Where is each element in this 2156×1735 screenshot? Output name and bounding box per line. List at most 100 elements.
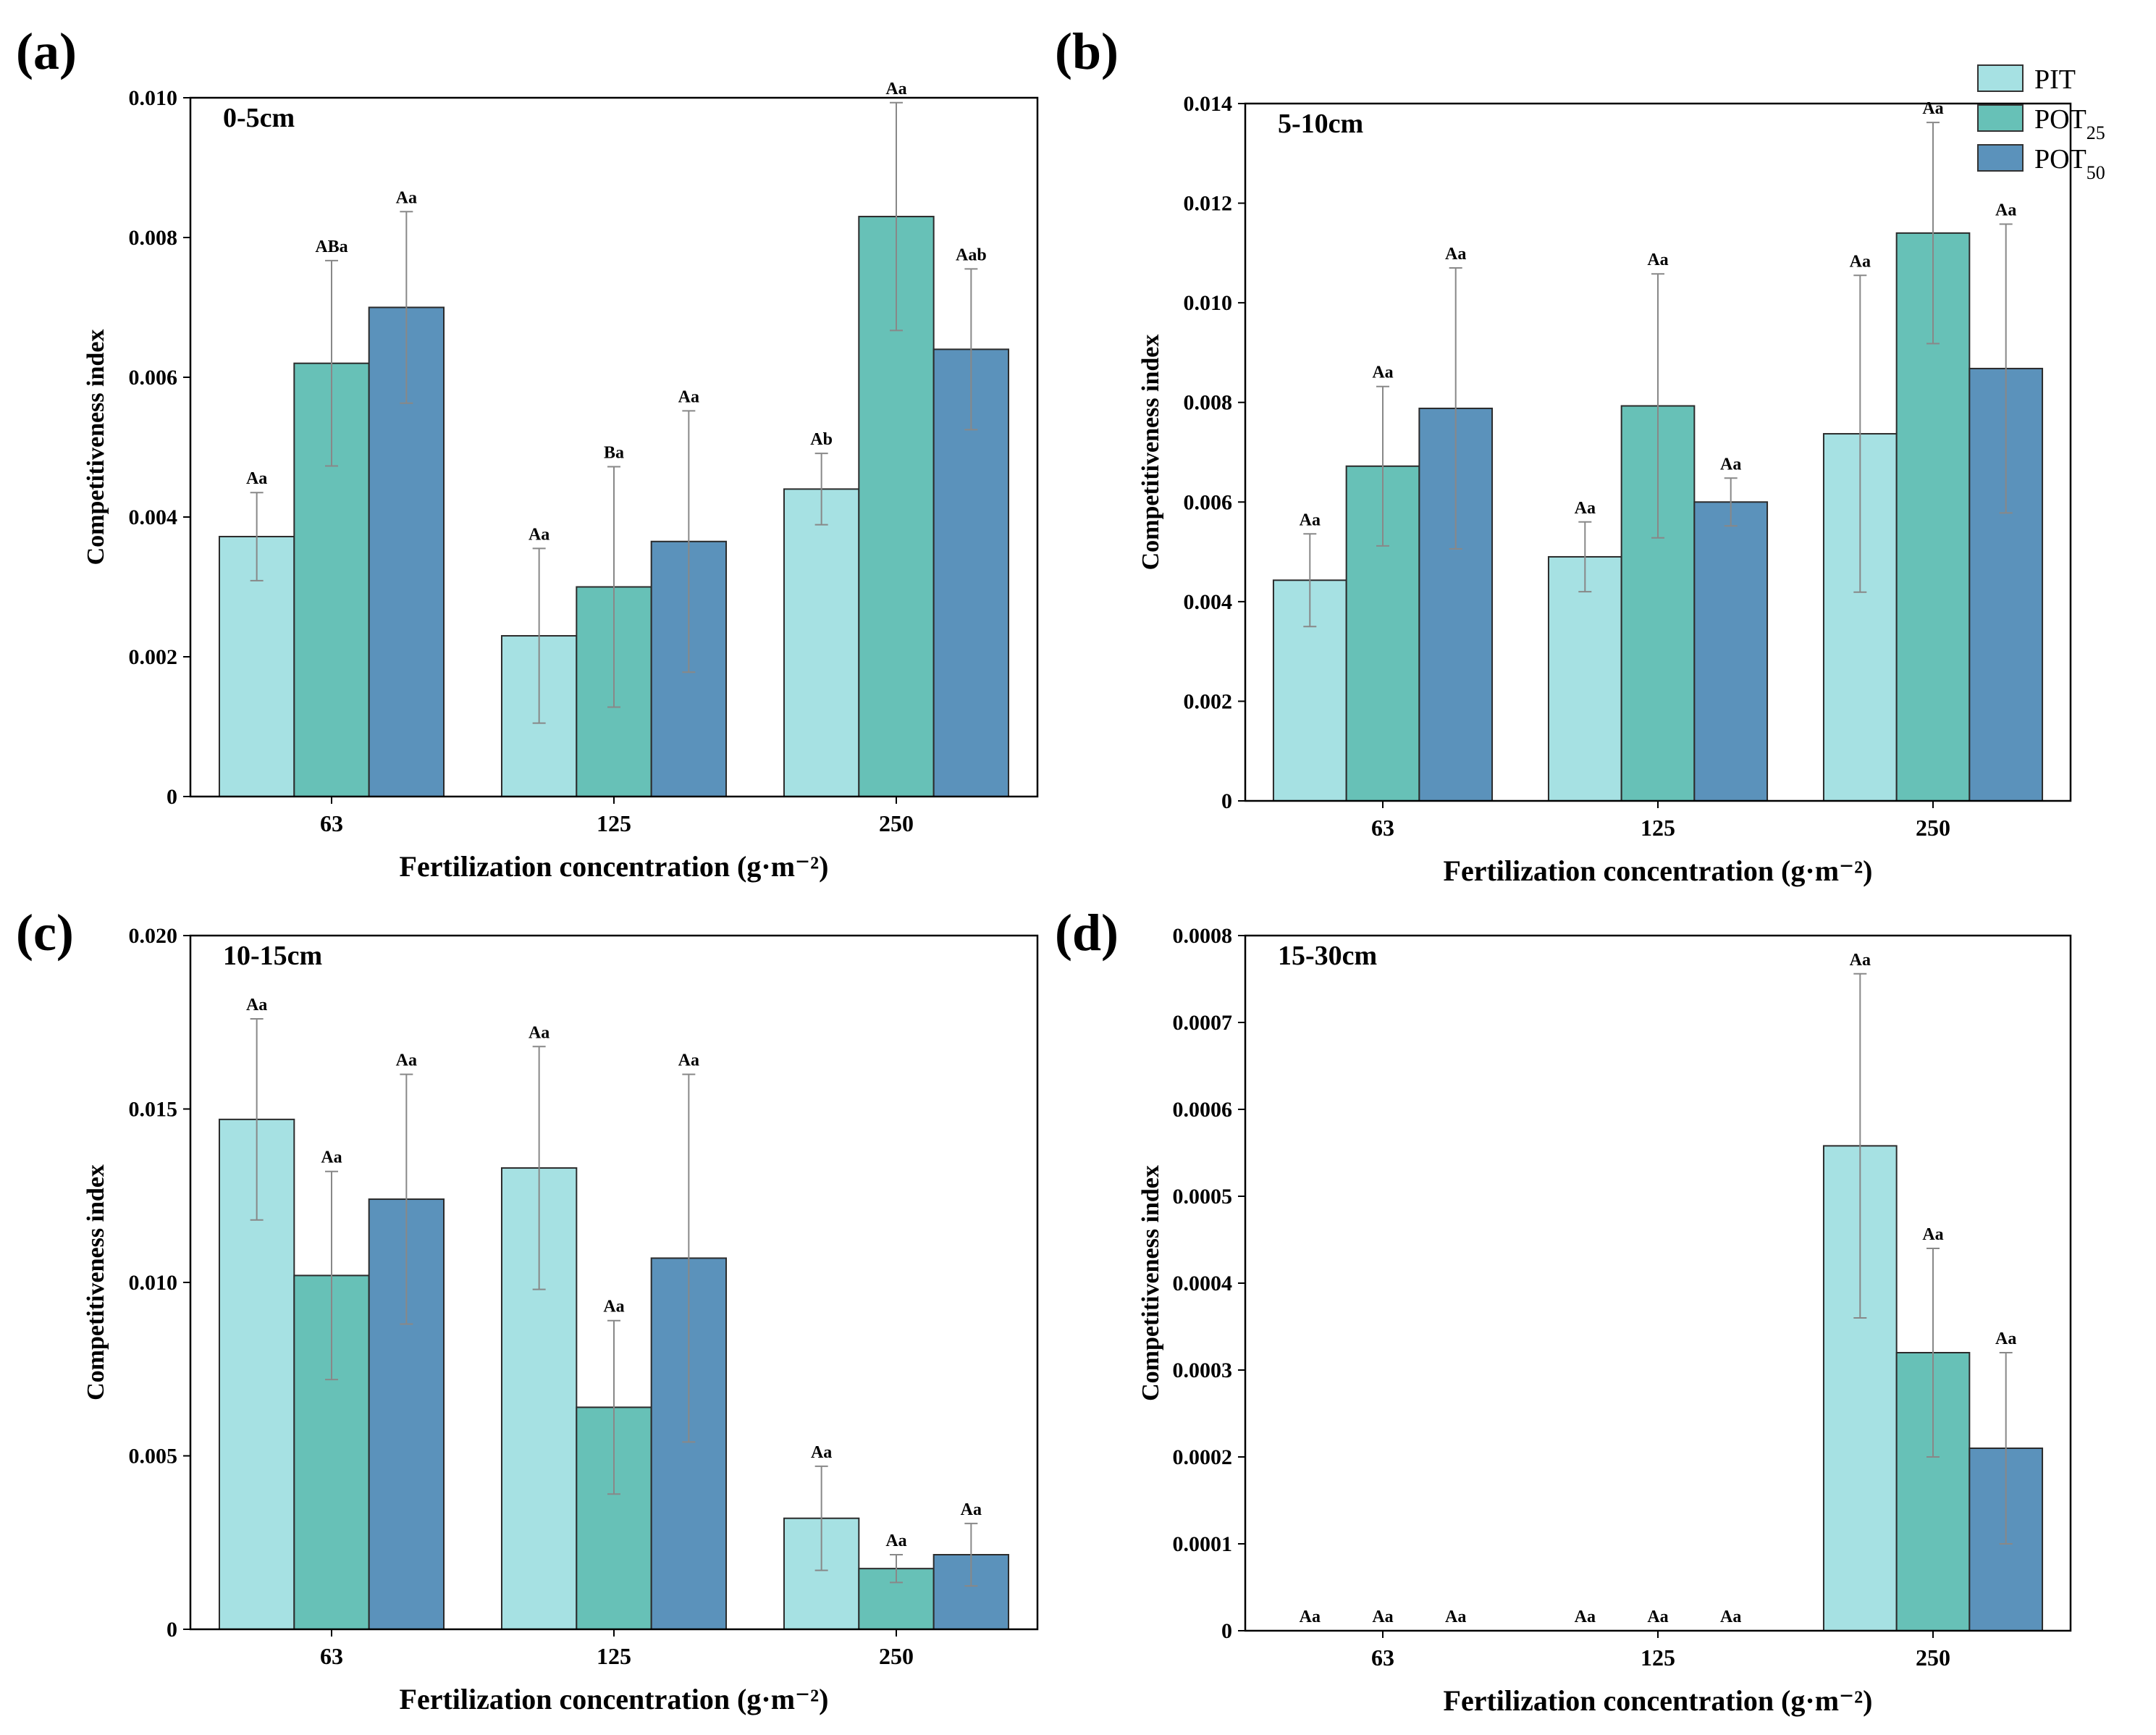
significance-label: ABa: [315, 238, 348, 256]
y-tick-label: 0.0003: [1173, 1358, 1233, 1382]
significance-label: Aa: [1445, 245, 1466, 264]
significance-label: Aa: [1995, 201, 2016, 219]
x-tick-label: 125: [1641, 815, 1675, 841]
y-axis-title: Competitiveness index: [1137, 1165, 1164, 1401]
significance-label: Aa: [1995, 1329, 2016, 1348]
legend-swatch-pot25: [1977, 104, 2024, 132]
x-tick-label: 125: [597, 810, 631, 836]
panel-b: (b) 5-10cm Aa Aa Aa 63 Aa Aa Aa 125 Aa Aa Aa 250 0 0.00…: [1055, 22, 2072, 887]
y-tick-label: 0.002: [1184, 689, 1233, 713]
significance-label: Aa: [1575, 1608, 1596, 1626]
x-tick-label: 250: [1916, 815, 1950, 841]
y-tick-label: 0.0005: [1173, 1185, 1233, 1209]
bar-pot50-125: [1693, 501, 1769, 802]
significance-label: Aa: [246, 469, 267, 488]
x-axis-title: Fertilization concentration (g·m⁻²): [400, 1683, 829, 1715]
x-tick-label: 250: [879, 810, 914, 836]
y-tick-label: 0.004: [129, 505, 178, 529]
significance-label: Aa: [1720, 455, 1741, 474]
panel-letter: (c): [16, 904, 74, 962]
panel-letter: (b): [1055, 22, 1119, 80]
y-axis-title: Competitiveness index: [83, 1164, 109, 1400]
significance-label: Aa: [396, 1051, 417, 1070]
bar-pit-125: [1547, 555, 1622, 802]
y-tick-label: 0.0002: [1173, 1445, 1233, 1469]
panel-d: (d) 15-30cm Aa Aa Aa 63 Aa Aa Aa 125 Aa Aa Aa 250 0 0.0…: [1055, 904, 2072, 1717]
x-tick-label: 63: [320, 1643, 343, 1669]
y-tick-label: 0.020: [129, 924, 178, 948]
panel-a: (a) 0-5cm Aa ABa Aa 63 Aa Ba Aa 125 Ab Aa Aab 250 0 0.0…: [16, 22, 1039, 883]
significance-label: Aa: [1445, 1608, 1466, 1626]
significance-label: Aa: [1300, 1608, 1321, 1626]
significance-label: Aa: [246, 996, 267, 1014]
significance-label: Aa: [1575, 499, 1596, 518]
y-tick-label: 0.002: [129, 645, 178, 669]
significance-label: Ba: [604, 444, 624, 463]
significance-label: Ab: [810, 430, 833, 449]
x-axis-title: Fertilization concentration (g·m⁻²): [1444, 1684, 1873, 1717]
significance-label: Aa: [1922, 1225, 1943, 1244]
significance-label: Aa: [678, 1051, 699, 1070]
bar-pit-250: [783, 1517, 860, 1630]
y-tick-label: 0.006: [129, 366, 178, 390]
y-tick-label: 0: [167, 785, 177, 809]
significance-label: Aa: [396, 188, 417, 207]
y-tick-label: 0.008: [1184, 391, 1233, 415]
significance-label: Aa: [1922, 99, 1943, 118]
panel-letter: (d): [1055, 904, 1119, 962]
significance-label: Aa: [885, 1532, 906, 1550]
y-tick-label: 0.008: [129, 226, 178, 250]
significance-label: Aa: [1647, 1608, 1668, 1626]
depth-label: 15-30cm: [1278, 941, 1377, 971]
significance-label: Aa: [529, 1023, 549, 1042]
y-tick-label: 0.0008: [1173, 924, 1233, 948]
legend-label-pot50: POT50: [2034, 144, 2105, 183]
y-tick-label: 0.004: [1184, 590, 1233, 614]
plot-frame: [189, 96, 1039, 798]
panel-letter: (a): [16, 22, 77, 80]
significance-label: Aa: [961, 1500, 982, 1519]
significance-label: Aa: [529, 525, 549, 544]
y-axis-title: Competitiveness index: [83, 329, 109, 566]
depth-label: 10-15cm: [223, 941, 322, 971]
y-tick-label: 0.012: [1184, 192, 1233, 216]
y-tick-label: 0.010: [129, 86, 178, 110]
legend-label-pot25: POT25: [2034, 104, 2105, 143]
x-tick-label: 63: [1371, 815, 1394, 841]
y-tick-label: 0.010: [1184, 291, 1233, 315]
y-tick-label: 0.0001: [1173, 1532, 1233, 1556]
x-tick-label: 63: [320, 810, 343, 836]
y-tick-label: 0: [1221, 789, 1232, 813]
y-tick-label: 0.015: [129, 1098, 178, 1122]
y-tick-label: 0.0006: [1173, 1098, 1233, 1122]
significance-label: Aa: [1720, 1608, 1741, 1626]
legend-label-pit: PIT: [2034, 64, 2076, 95]
significance-label: Aa: [1372, 1608, 1393, 1626]
significance-label: Aa: [885, 80, 906, 98]
significance-label: Aa: [603, 1298, 624, 1316]
x-tick-label: 250: [879, 1643, 914, 1669]
plot-frame: [1244, 102, 2072, 802]
significance-label: Aa: [321, 1148, 342, 1167]
legend-swatch-pot50: [1977, 144, 2024, 172]
x-tick-label: 125: [597, 1643, 631, 1669]
y-tick-label: 0: [1221, 1619, 1232, 1643]
y-tick-label: 0: [167, 1618, 177, 1642]
y-axis-title: Competitiveness index: [1137, 335, 1164, 571]
legend-swatch-pit: [1977, 64, 2024, 92]
significance-label: Aa: [1850, 252, 1871, 271]
depth-label: 0-5cm: [223, 103, 295, 133]
significance-label: Aa: [1372, 364, 1393, 382]
y-tick-label: 0.014: [1184, 92, 1233, 116]
panel-c: (c) 10-15cm Aa Aa Aa 63 Aa Aa Aa 125 Aa Aa Aa 250 0 0.0…: [16, 904, 1039, 1715]
x-tick-label: 63: [1371, 1644, 1394, 1671]
y-tick-label: 0.010: [129, 1271, 178, 1295]
significance-label: Aa: [1647, 251, 1668, 269]
y-tick-label: 0.005: [129, 1445, 178, 1469]
y-tick-label: 0.006: [1184, 490, 1233, 514]
significance-label: Aab: [956, 245, 987, 264]
significance-label: Aa: [1300, 511, 1321, 529]
x-tick-label: 250: [1916, 1644, 1950, 1671]
significance-label: Aa: [678, 387, 699, 406]
